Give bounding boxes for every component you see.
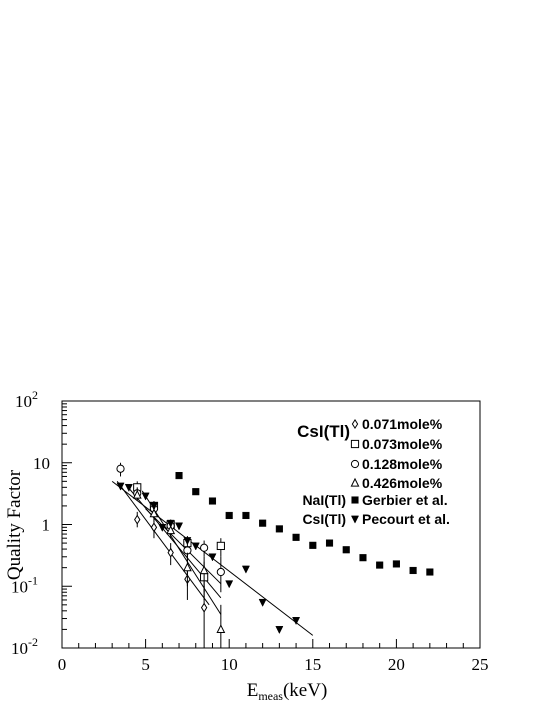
y-tick-label: 10-1	[11, 573, 38, 596]
legend-label: Pecourt et al.	[362, 511, 450, 527]
legend-material-label: CsI(Tl)	[302, 511, 346, 527]
data-point	[150, 522, 158, 533]
data-point	[199, 565, 209, 575]
legend-marker	[351, 496, 359, 504]
data-point	[149, 508, 159, 518]
data-point	[182, 562, 192, 572]
data-point	[208, 553, 217, 562]
data-point	[292, 617, 301, 626]
legend-label: 0.073mole%	[362, 436, 443, 452]
series-0-071mole-	[134, 511, 208, 648]
x-axis-label-unit: (keV)	[283, 680, 327, 701]
legend-marker	[350, 515, 360, 524]
data-point	[241, 565, 250, 574]
data-point	[166, 525, 176, 535]
data-point	[124, 483, 133, 492]
data-point	[116, 464, 125, 473]
x-tick-label: 0	[58, 655, 67, 674]
legend: CsI(Tl) 0.071mole% 0.073mole% 0.128mole% 0.4…	[297, 416, 450, 527]
data-point	[275, 525, 283, 533]
data-point	[175, 522, 184, 531]
x-tick-label: 5	[141, 655, 150, 674]
x-tick-label: 10	[221, 655, 238, 674]
y-tick-label: 10-2	[11, 635, 38, 658]
data-point	[200, 602, 208, 613]
x-tick-label: 15	[304, 655, 321, 674]
data-point	[342, 546, 350, 554]
data-point	[275, 626, 284, 635]
legend-label: 0.128mole%	[362, 456, 443, 472]
data-point	[183, 537, 192, 546]
data-point	[175, 472, 183, 480]
data-point	[376, 561, 384, 569]
y-axis-label: Quality Factor	[4, 469, 25, 580]
data-point	[225, 580, 234, 589]
series-layer	[116, 462, 434, 648]
data-point	[216, 541, 225, 551]
data-point	[216, 567, 225, 577]
x-tick-label: 20	[388, 655, 405, 674]
data-point	[426, 568, 434, 576]
data-point	[359, 554, 367, 562]
fit-line	[145, 508, 222, 585]
x-axis-label-main: E	[247, 680, 259, 701]
y-tick-label: 1	[42, 516, 51, 535]
legend-item: Pecourt et al. CsI(Tl)	[302, 511, 449, 527]
legend-marker	[351, 418, 359, 430]
legend-label: Gerbier et al.	[362, 492, 448, 508]
fit-line	[116, 481, 210, 606]
y-tick-label: 10	[33, 454, 50, 473]
data-point	[149, 502, 158, 511]
legend-marker	[350, 459, 360, 469]
data-point	[216, 624, 226, 634]
legend-marker	[350, 439, 360, 449]
axes-layer: 0 5 10 15 20 25 102 10 1 10-1 10-2	[11, 388, 489, 674]
data-point	[325, 539, 334, 547]
data-point	[132, 489, 142, 499]
series-0-426mole-	[132, 488, 226, 648]
data-point	[192, 488, 200, 496]
legend-marker	[350, 477, 360, 487]
data-point	[134, 514, 141, 525]
data-point	[158, 523, 167, 532]
legend-group-label: CsI(Tl)	[297, 422, 350, 441]
legend-item: 0.071mole%	[351, 416, 443, 432]
data-point	[191, 542, 200, 551]
data-point	[167, 547, 174, 558]
data-point	[116, 482, 125, 491]
legend-item: 0.128mole%	[350, 456, 443, 472]
legend-label: 0.426mole%	[362, 475, 443, 491]
data-point	[259, 519, 267, 527]
y-tick-label: 102	[15, 388, 38, 411]
data-point	[258, 598, 267, 607]
data-point	[225, 511, 233, 520]
legend-item: 0.426mole%	[350, 475, 443, 491]
data-point	[141, 492, 150, 501]
legend-item: Gerbier et al. NaI(Tl)	[302, 492, 447, 508]
data-point	[409, 566, 417, 575]
series-gerbier-et-al-	[175, 472, 434, 576]
legend-material-label: NaI(Tl)	[302, 492, 346, 508]
data-point	[242, 511, 250, 520]
legend-label: 0.071mole%	[362, 416, 443, 432]
x-tick-label: 25	[472, 655, 489, 674]
x-axis-label: Emeas(keV)	[247, 680, 328, 703]
x-axis-label-subscript: meas	[258, 689, 283, 703]
data-point	[392, 560, 400, 568]
data-point	[208, 497, 217, 505]
data-point	[292, 533, 300, 541]
data-point	[200, 543, 209, 552]
data-point	[166, 519, 175, 528]
legend-item: 0.073mole%	[350, 436, 443, 452]
data-point	[309, 541, 317, 549]
series-pecourt-et-al-	[116, 482, 301, 635]
